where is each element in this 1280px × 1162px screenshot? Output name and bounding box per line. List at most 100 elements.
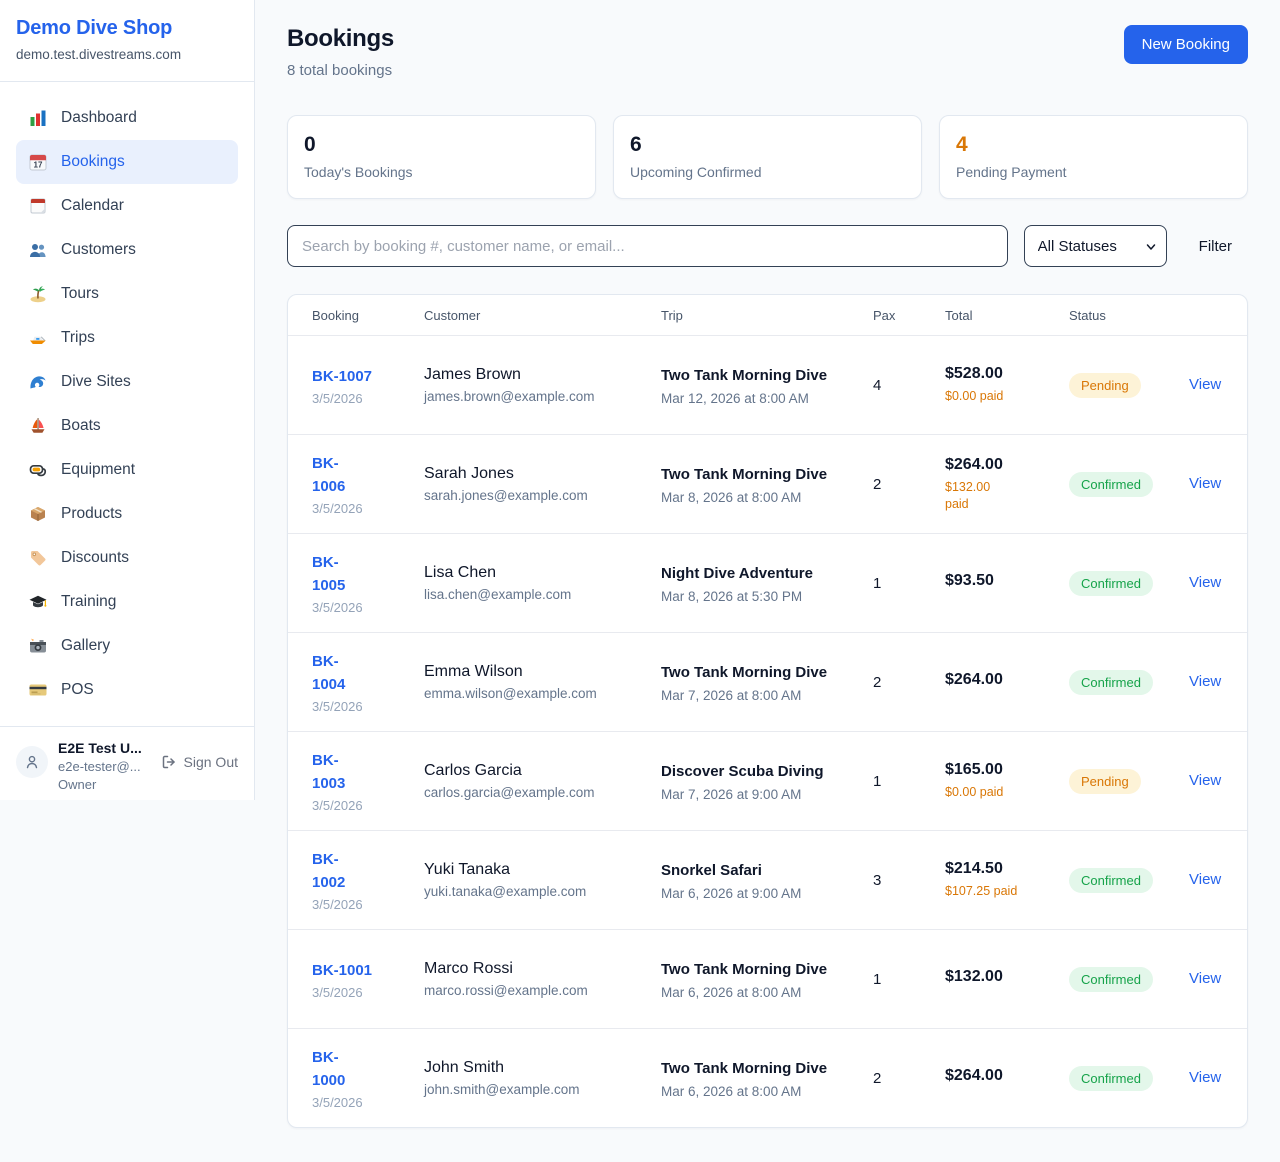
sidebar-item-tours[interactable]: Tours [16, 272, 238, 316]
customer-email: carlos.garcia@example.com [424, 785, 595, 800]
sailboat-icon [28, 416, 48, 436]
view-link[interactable]: View [1189, 673, 1222, 690]
view-link[interactable]: View [1189, 376, 1222, 393]
avatar [16, 746, 48, 778]
sidebar-item-training[interactable]: Training [16, 580, 238, 624]
stat-label: Pending Payment [956, 164, 1067, 180]
graduation-cap-icon [28, 592, 48, 612]
view-link[interactable]: View [1189, 970, 1222, 987]
trip-datetime: Mar 7, 2026 at 9:00 AM [661, 786, 802, 802]
sidebar-item-boats[interactable]: Boats [16, 404, 238, 448]
status-badge: Confirmed [1069, 1065, 1153, 1091]
user-role: Owner [58, 777, 97, 792]
trip-datetime: Mar 6, 2026 at 8:00 AM [661, 984, 802, 1000]
stat-label: Today's Bookings [304, 164, 413, 180]
status-badge: Confirmed [1069, 867, 1153, 893]
package-icon [28, 504, 48, 524]
booking-id-link[interactable]: BK-1002 [312, 851, 346, 891]
stat-value: 6 [630, 133, 642, 156]
booking-id-link[interactable]: BK-1003 [312, 752, 346, 792]
total-amount: $264.00 [945, 670, 1003, 688]
dive-mask-icon [28, 460, 48, 480]
view-link[interactable]: View [1189, 574, 1222, 591]
sidebar-item-customers[interactable]: Customers [16, 228, 238, 272]
trip-name: Two Tank Morning Dive [661, 663, 828, 681]
status-select-wrap: All Statuses [1023, 225, 1167, 267]
sidebar-item-label: Boats [61, 417, 101, 434]
page-title-block: Bookings 8 total bookings [287, 25, 394, 79]
sidebar-item-label: POS [61, 681, 94, 698]
sidebar-item-label: Gallery [61, 637, 111, 654]
table-row: BK-1004 3/5/2026 Emma Wilson emma.wilson@e… [288, 632, 1247, 731]
filter-button[interactable]: Filter [1183, 238, 1248, 255]
sidebar-nav: Dashboard 17 Bookings Calendar Customers… [0, 82, 254, 726]
new-booking-button[interactable]: New Booking [1123, 25, 1248, 64]
status-badge: Confirmed [1069, 570, 1153, 596]
customer-email: sarah.jones@example.com [424, 488, 588, 503]
customer-email: lisa.chen@example.com [424, 587, 572, 602]
view-link[interactable]: View [1189, 1069, 1222, 1086]
svg-text:17: 17 [34, 161, 43, 170]
view-link[interactable]: View [1189, 871, 1222, 888]
column-header-customer: Customer [424, 307, 481, 323]
customer-name: Emma Wilson [424, 663, 523, 680]
sign-out-button[interactable]: Sign Out [161, 754, 238, 770]
pax-count: 2 [873, 1069, 882, 1087]
booking-id-link[interactable]: BK-1005 [312, 554, 346, 594]
column-header-trip: Trip [661, 307, 683, 323]
status-select[interactable]: All Statuses [1023, 225, 1167, 267]
pax-count: 1 [873, 772, 882, 790]
customer-name: Carlos Garcia [424, 762, 522, 779]
stat-value: 0 [304, 133, 316, 156]
table-row: BK-1003 3/5/2026 Carlos Garcia carlos.garc… [288, 731, 1247, 830]
trip-name: Snorkel Safari [661, 861, 762, 879]
table-header-row: Booking Customer Trip Pax Total Status [288, 295, 1247, 335]
trip-datetime: Mar 6, 2026 at 9:00 AM [661, 885, 802, 901]
table-row: BK-1006 3/5/2026 Sarah Jones sarah.jones@e… [288, 434, 1247, 533]
calendar-icon [28, 196, 48, 216]
status-badge: Confirmed [1069, 471, 1153, 497]
sidebar-item-dashboard[interactable]: Dashboard [16, 96, 238, 140]
tag-icon [28, 548, 48, 568]
trip-name: Two Tank Morning Dive [661, 366, 828, 384]
credit-card-icon [28, 680, 48, 700]
customer-name: Yuki Tanaka [424, 861, 510, 878]
booking-date: 3/5/2026 [312, 1095, 363, 1110]
total-amount: $165.00 [945, 761, 1003, 778]
sidebar-item-discounts[interactable]: Discounts [16, 536, 238, 580]
sidebar-item-bookings[interactable]: 17 Bookings [16, 140, 238, 184]
view-link[interactable]: View [1189, 475, 1222, 492]
sidebar-item-pos[interactable]: POS [16, 668, 238, 712]
sidebar-item-trips[interactable]: Trips [16, 316, 238, 360]
stat-value: 4 [956, 133, 968, 156]
stat-card-pending-payment: 4 Pending Payment [939, 115, 1248, 199]
sidebar-item-equipment[interactable]: Equipment [16, 448, 238, 492]
amount-paid: $0.00 paid [945, 785, 1004, 799]
pax-count: 2 [873, 475, 882, 493]
booking-id-link[interactable]: BK-1000 [312, 1049, 346, 1089]
booking-id-link[interactable]: BK-1004 [312, 653, 346, 693]
status-badge: Pending [1069, 372, 1141, 398]
booking-date: 3/5/2026 [312, 798, 363, 813]
booking-id-link[interactable]: BK-1007 [312, 367, 373, 385]
sidebar-item-label: Discounts [61, 549, 130, 566]
main-content: Bookings 8 total bookings New Booking 0 … [255, 0, 1280, 1160]
view-link[interactable]: View [1189, 772, 1222, 789]
booking-date: 3/5/2026 [312, 699, 363, 714]
wave-icon [28, 372, 48, 392]
column-header-total: Total [945, 307, 973, 323]
bar-chart-icon [28, 108, 48, 128]
customer-name: John Smith [424, 1059, 505, 1076]
trip-datetime: Mar 8, 2026 at 8:00 AM [661, 489, 802, 505]
sidebar-item-products[interactable]: Products [16, 492, 238, 536]
status-badge: Pending [1069, 768, 1141, 794]
booking-id-link[interactable]: BK-1006 [312, 455, 346, 495]
trip-name: Two Tank Morning Dive [661, 1059, 828, 1077]
sidebar-item-gallery[interactable]: Gallery [16, 624, 238, 668]
sidebar-item-dive-sites[interactable]: Dive Sites [16, 360, 238, 404]
pax-count: 1 [873, 970, 882, 988]
sidebar-item-calendar[interactable]: Calendar [16, 184, 238, 228]
search-input[interactable] [287, 225, 1008, 267]
booking-id-link[interactable]: BK-1001 [312, 961, 373, 979]
customer-email: emma.wilson@example.com [424, 686, 597, 701]
